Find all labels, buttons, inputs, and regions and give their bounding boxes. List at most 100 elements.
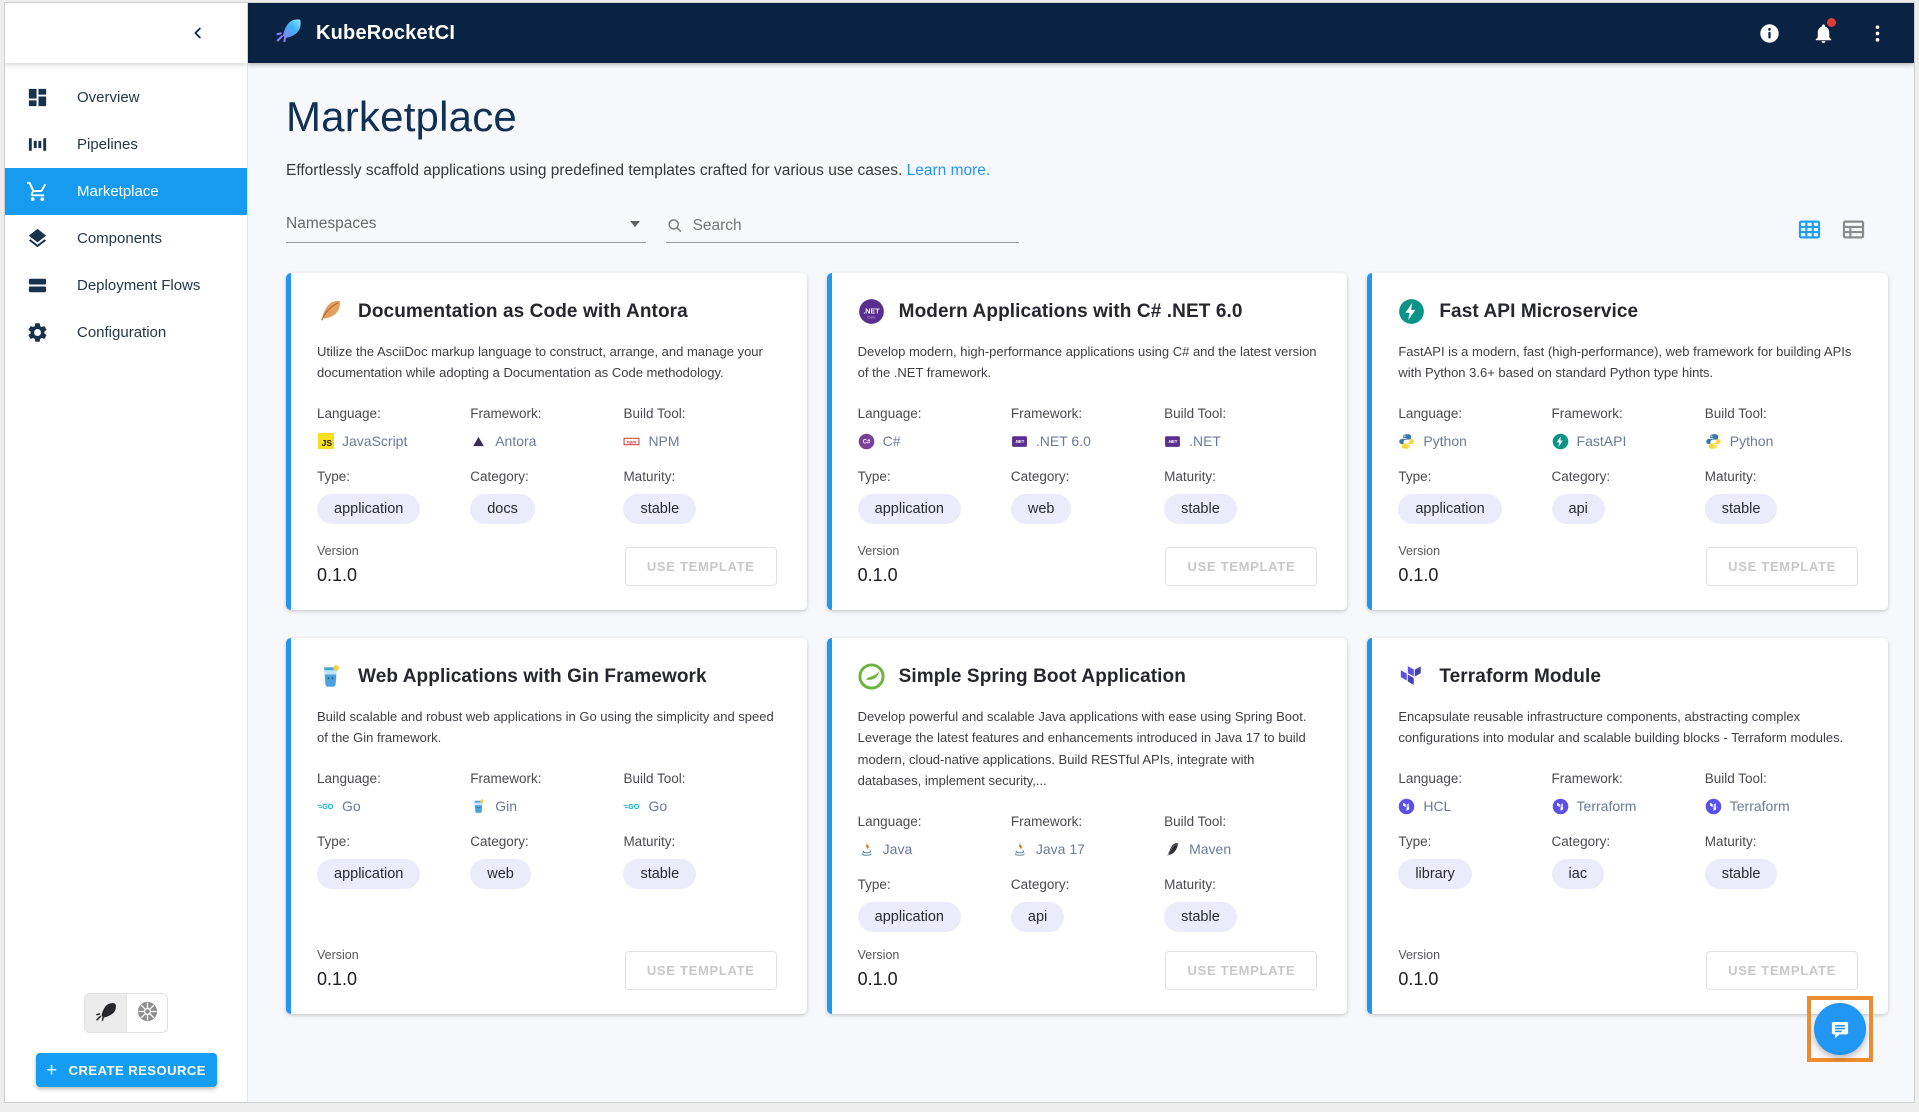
card-description: Build scalable and robust web applicatio… [317, 709, 774, 746]
version-block: Version 0.1.0 [1398, 948, 1440, 990]
terraform-circle-icon [1705, 798, 1722, 815]
tag-label: Type: [857, 876, 891, 892]
use-template-button[interactable]: USE TEMPLATE [624, 547, 777, 586]
use-template-button[interactable]: USE TEMPLATE [1165, 950, 1318, 990]
sidebar-item-deployment-flows[interactable]: Deployment Flows [5, 262, 247, 309]
python-icon [1705, 433, 1722, 450]
meta-value-text: Terraform [1729, 798, 1790, 815]
appbar: KubeRocketCI [248, 3, 1914, 63]
tag-cell: Type: application [317, 834, 470, 889]
meta-cell: Framework: Java 17 [1011, 814, 1164, 858]
version-label: Version [857, 947, 900, 962]
meta-value-text: Gin [495, 798, 518, 815]
tag-chip: library [1398, 858, 1472, 889]
sidebar-item-overview[interactable]: Overview [5, 74, 247, 121]
sidebar-item-label: Marketplace [77, 183, 159, 200]
notifications-button[interactable] [1802, 12, 1844, 54]
js-icon: JS [317, 433, 334, 450]
card-title: Documentation as Code with Antora [358, 300, 688, 322]
svg-text:Core: Core [867, 316, 875, 320]
meta-cell: Framework: FastAPI [1552, 406, 1705, 450]
sidebar-item-configuration[interactable]: Configuration [5, 309, 247, 356]
tag-label: Category: [1010, 468, 1070, 484]
template-card-documentation-as-code-with-antora: Documentation as Code with Antora Utilize… [286, 273, 807, 610]
version-label: Version [317, 544, 359, 558]
sidebar-item-label: Components [77, 230, 163, 247]
learn-more-link[interactable]: Learn more. [906, 162, 991, 179]
list-view-button[interactable] [1840, 216, 1867, 243]
tag-chip: api [1551, 493, 1605, 524]
tag-chip: stable [1164, 901, 1237, 932]
brand-title: KubeRocketCI [316, 21, 456, 44]
use-template-button[interactable]: USE TEMPLATE [1706, 547, 1858, 586]
namespaces-select[interactable]: Namespaces [286, 215, 646, 243]
main-area: KubeRocketCI Marketplace Effortlessly sc… [248, 3, 1914, 1102]
page-subtitle: Effortlessly scaffold applications using… [286, 162, 991, 179]
dotnet-circle-icon: .NET Core [858, 298, 885, 325]
meta-value-text: Python [1423, 433, 1467, 450]
create-resource-button[interactable]: + CREATE RESOURCE [35, 1053, 217, 1087]
tag-label: Category: [470, 468, 529, 484]
tag-chip: web [1010, 493, 1072, 524]
tag-label: Maturity: [623, 468, 676, 484]
terraform-icon [1398, 663, 1425, 690]
use-template-button[interactable]: USE TEMPLATE [1706, 950, 1858, 990]
meta-cell: Build Tool: Python [1705, 406, 1858, 450]
dotnet-sq-icon: .NET [1164, 433, 1181, 450]
python-icon [1398, 433, 1415, 450]
tag-chip: application [857, 493, 961, 524]
chevron-left-icon [194, 27, 201, 39]
svg-text:C#: C# [862, 440, 870, 446]
kubernetes-icon [136, 1000, 159, 1026]
meta-cell: Language: HCL [1398, 771, 1551, 815]
sidebar-collapse-button[interactable] [183, 18, 213, 48]
meta-value-text: JavaScript [342, 433, 408, 450]
sidebar-item-label: Overview [77, 89, 140, 106]
meta-value-text: Go [648, 798, 668, 815]
meta-label: Language: [857, 405, 922, 421]
tag-chip: application [857, 901, 961, 932]
card-description: Utilize the AsciiDoc markup language to … [317, 344, 763, 381]
kebab-menu-button[interactable] [1856, 12, 1898, 54]
template-card-modern-applications-with-c-net-6-0: .NET Core Modern Applications with C# .NET… [826, 273, 1348, 610]
sidebar-item-label: Configuration [77, 324, 167, 341]
sidebar-item-pipelines[interactable]: Pipelines [5, 121, 247, 168]
tag-chip: web [470, 858, 531, 889]
tag-cell: Category: api [1010, 877, 1164, 932]
sidebar-item-components[interactable]: Components [5, 215, 247, 262]
version-block: Version 0.1.0 [317, 948, 359, 990]
tag-label: Maturity: [1704, 833, 1757, 849]
meta-value-text: Antora [495, 433, 537, 450]
meta-label: Language: [317, 405, 381, 421]
info-button[interactable] [1748, 12, 1790, 54]
grid-view-button[interactable] [1796, 216, 1823, 243]
namespaces-label: Namespaces [286, 215, 377, 232]
csharp-icon: C# [858, 433, 875, 450]
meta-value-text: Maven [1189, 841, 1232, 858]
kubernetes-engine-toggle[interactable] [126, 994, 167, 1032]
meta-label: Language: [1398, 405, 1463, 421]
create-resource-label: CREATE RESOURCE [68, 1062, 206, 1078]
sidebar-item-marketplace[interactable]: Marketplace [5, 168, 247, 215]
tag-label: Type: [1398, 468, 1432, 484]
use-template-button[interactable]: USE TEMPLATE [624, 950, 777, 990]
engine-toggle-group [84, 993, 168, 1033]
meta-value-text: Go [342, 798, 361, 815]
template-card-web-applications-with-gin-framework: Web Applications with Gin Framework Build… [286, 638, 807, 1014]
meta-value-text: NPM [648, 433, 680, 450]
chat-fab-button[interactable] [1814, 1003, 1866, 1055]
annotation-highlight [1807, 996, 1873, 1062]
tag-cell: Type: application [317, 469, 470, 524]
svg-text:.NET: .NET [1015, 439, 1025, 444]
deployment-flows-icon [26, 274, 49, 297]
use-template-button[interactable]: USE TEMPLATE [1165, 547, 1318, 586]
search-input[interactable] [692, 216, 1019, 235]
tag-label: Type: [317, 833, 351, 849]
meta-label: Language: [857, 813, 922, 829]
meta-cell: Language: Java [858, 814, 1011, 858]
meta-label: Framework: [470, 770, 542, 786]
go-icon: GO [623, 798, 640, 815]
tag-cell: Category: web [470, 834, 623, 889]
meta-value-text: HCL [1423, 798, 1452, 815]
kuberocketci-engine-toggle[interactable] [85, 994, 126, 1032]
